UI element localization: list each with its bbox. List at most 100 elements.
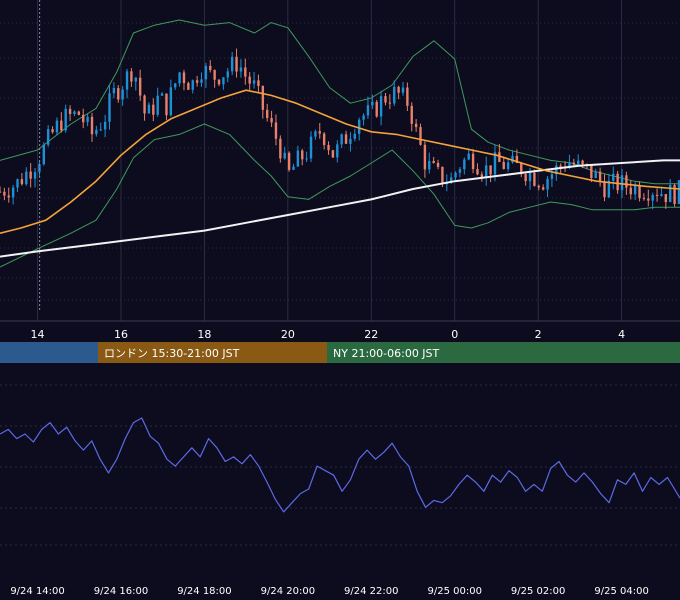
candle-body: [226, 71, 229, 78]
candle-up: [103, 114, 107, 138]
osc-x-tick-label: 9/24 16:00: [94, 586, 148, 597]
candle-down: [60, 112, 63, 133]
candle-body: [51, 129, 54, 133]
candle-up: [371, 94, 374, 109]
candle-body: [436, 162, 440, 167]
candle-body: [668, 185, 672, 203]
candle-up: [458, 166, 462, 178]
candle-down: [117, 85, 120, 103]
price-x-tick-label: 20: [281, 328, 295, 341]
candle-up: [230, 51, 234, 76]
price-x-tick-label: 0: [451, 328, 458, 341]
candle-body: [82, 114, 85, 123]
candle-body: [187, 83, 190, 90]
session-segment: NY 21:00-06:00 JST: [327, 342, 680, 363]
bollinger-bands: [0, 19, 680, 268]
price-x-tick-label: 4: [618, 328, 625, 341]
candle-up: [357, 117, 361, 141]
candle-down: [673, 183, 676, 207]
candle-body: [11, 187, 15, 198]
candle-up: [349, 132, 352, 152]
candle-down: [244, 58, 247, 85]
candle-up: [174, 82, 177, 90]
candle-body: [222, 77, 225, 85]
candle-down: [138, 69, 142, 101]
candle-body: [598, 171, 602, 182]
candle-body: [603, 181, 606, 198]
candle-body: [371, 101, 374, 106]
candle-body: [169, 87, 173, 116]
candle-down: [598, 167, 602, 187]
candle-body: [95, 129, 98, 135]
price-x-axis: 14 16 18 20 22 0 2 4: [31, 328, 626, 341]
candle-up: [204, 62, 208, 88]
candle-body: [581, 160, 584, 164]
candle-body: [463, 159, 466, 170]
candle-body: [200, 79, 203, 83]
candle-body: [454, 172, 457, 178]
candle-body: [414, 123, 418, 128]
candle-body: [620, 175, 624, 191]
candle-body: [3, 191, 6, 196]
candle-body: [327, 144, 330, 151]
candle-down: [480, 171, 484, 182]
price-x-tick-label: 18: [197, 328, 211, 341]
candle-down: [590, 165, 593, 183]
price-panel[interactable]: [0, 0, 680, 321]
candle-up: [125, 68, 129, 99]
candle-up: [296, 145, 300, 167]
candle-up: [546, 176, 549, 198]
osc-x-tick-label: 9/25 00:00: [427, 586, 481, 597]
candle-up: [485, 156, 488, 186]
candle-down: [143, 94, 146, 121]
candle-body: [677, 180, 680, 205]
candle-body: [528, 172, 532, 182]
osc-x-tick-label: 9/24 22:00: [344, 586, 398, 597]
candle-down: [287, 151, 291, 172]
candle-body: [314, 131, 317, 137]
candle-down: [217, 79, 221, 87]
candle-up: [362, 113, 365, 126]
candle-body: [261, 86, 265, 110]
candle-body: [318, 131, 321, 134]
candle-up: [305, 151, 308, 163]
candle-body: [651, 194, 654, 201]
candle-body: [29, 171, 32, 179]
candle-body: [445, 183, 448, 185]
candle-body: [664, 194, 668, 203]
candle-body: [130, 71, 133, 82]
candle-body: [244, 67, 247, 77]
candle-down: [384, 92, 387, 106]
candle-down: [248, 72, 251, 90]
candle-body: [660, 194, 663, 196]
candle-body: [147, 104, 151, 114]
candle-body: [309, 136, 313, 159]
candle-body: [515, 155, 519, 163]
bollinger-lower-line: [0, 123, 680, 268]
candle-body: [357, 119, 361, 134]
candle-body: [248, 76, 251, 84]
candle-body: [305, 158, 308, 160]
candle-up: [64, 104, 67, 133]
candle-body: [502, 161, 505, 169]
oscillator-panel[interactable]: [0, 384, 680, 546]
candle-up: [156, 87, 159, 117]
candle-body: [0, 191, 2, 193]
candle-body: [673, 185, 676, 205]
candle-down: [270, 110, 273, 128]
candle-down: [3, 187, 6, 201]
candle-body: [322, 133, 326, 145]
candle-body: [607, 180, 611, 198]
candle-down: [187, 81, 190, 90]
candle-down: [520, 161, 523, 178]
candle-body: [493, 152, 497, 175]
candle-down: [638, 181, 641, 202]
candle-down: [572, 158, 576, 167]
candle-body: [537, 185, 540, 188]
oscillator-x-axis: 9/24 14:00 9/24 16:00 9/24 18:00 9/24 20:00…: [10, 586, 649, 597]
candle-down: [629, 180, 632, 200]
candle-body: [616, 173, 619, 191]
candle-up: [25, 167, 28, 186]
candle-down: [20, 173, 24, 186]
